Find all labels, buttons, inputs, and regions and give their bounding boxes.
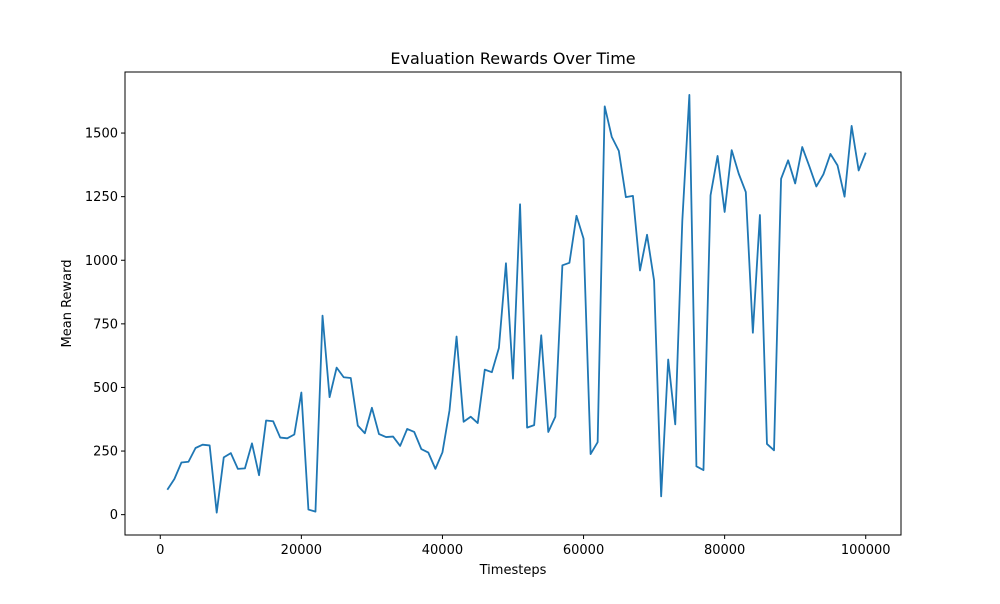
y-axis-label: Mean Reward <box>60 260 75 348</box>
x-axis-ticks: 0 20000 40000 60000 80000 100000 <box>156 535 891 558</box>
y-tick-label: 750 <box>93 317 118 332</box>
y-tick-label: 0 <box>110 508 118 523</box>
x-tick-label: 0 <box>156 543 164 558</box>
chart-title: Evaluation Rewards Over Time <box>390 49 635 68</box>
x-tick-label: 80000 <box>704 543 745 558</box>
plot-layer <box>166 94 867 514</box>
x-tick-label: 40000 <box>422 543 463 558</box>
x-tick-label: 60000 <box>563 543 604 558</box>
series-line-0 <box>166 94 867 514</box>
x-axis-label: Timesteps <box>479 563 547 578</box>
y-tick-label: 1000 <box>85 254 118 269</box>
y-tick-label: 1500 <box>85 127 118 142</box>
y-tick-label: 1250 <box>85 190 118 205</box>
x-tick-label: 100000 <box>841 543 891 558</box>
y-tick-label: 500 <box>93 381 118 396</box>
y-tick-label: 250 <box>93 445 118 460</box>
x-tick-label: 20000 <box>281 543 322 558</box>
plot-frame <box>124 71 902 536</box>
y-axis-ticks: 0 250 500 750 1000 1250 1500 <box>85 127 125 523</box>
